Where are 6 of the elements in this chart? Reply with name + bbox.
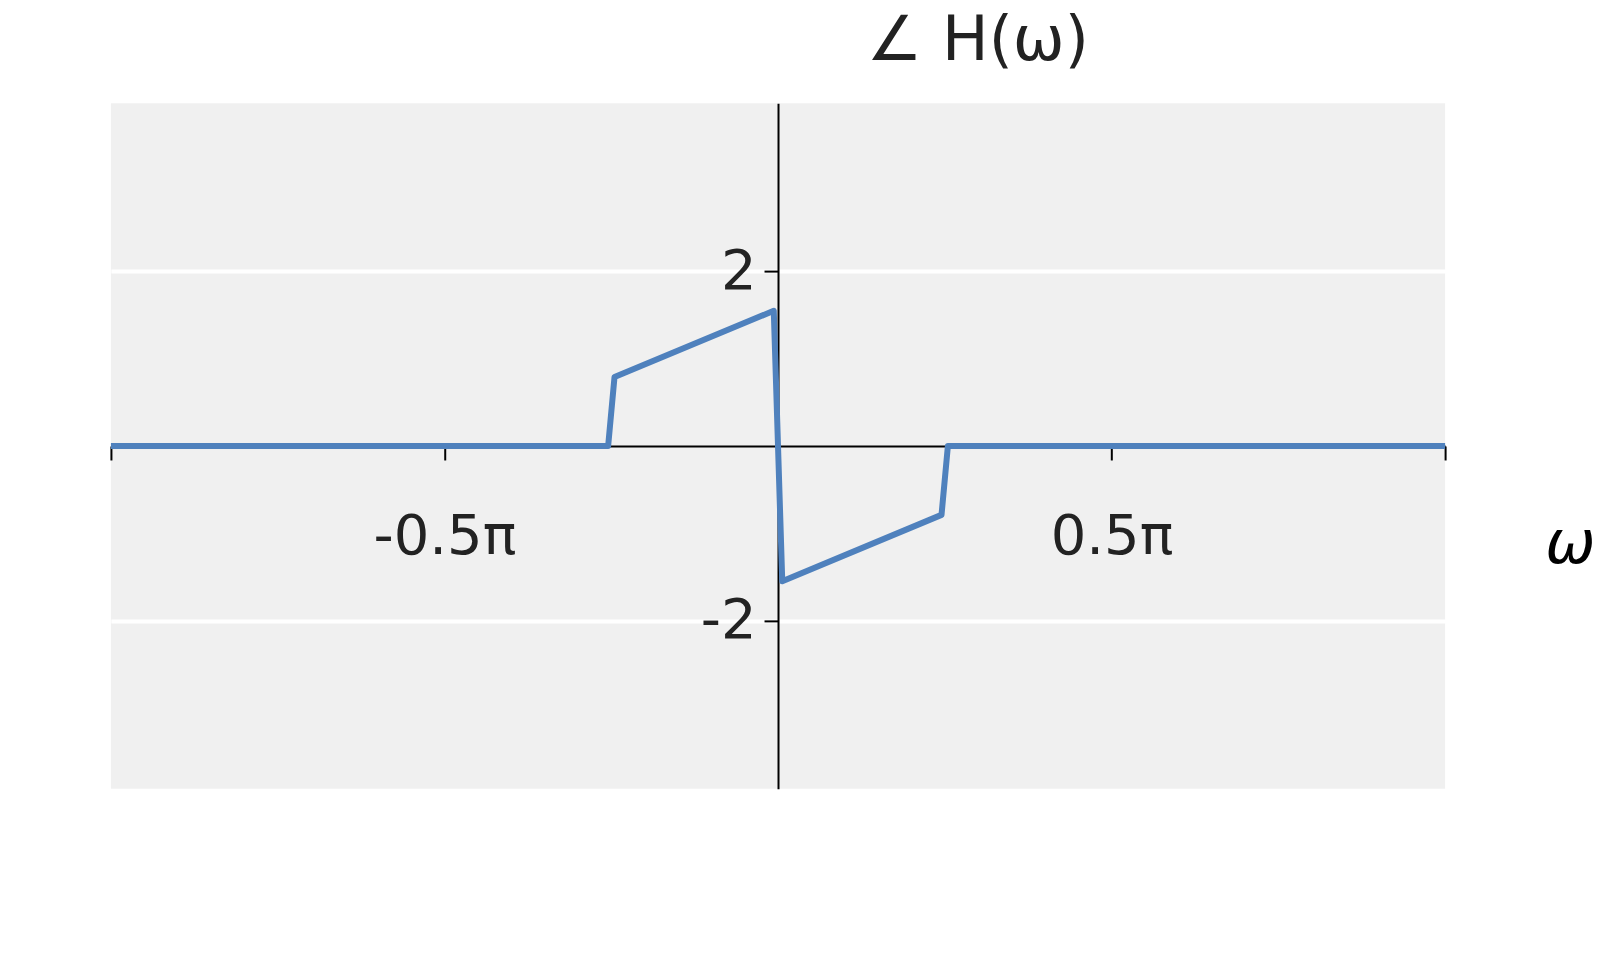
x-tick-label: -0.5π xyxy=(373,502,517,568)
y-tick-label: 2 xyxy=(720,237,757,303)
chart-title: ∠ H(ω) xyxy=(866,2,1089,76)
y-tick-label: -2 xyxy=(700,585,757,651)
x-axis-title: ω xyxy=(1545,507,1596,578)
x-tick-label: 0.5π xyxy=(1050,502,1174,568)
